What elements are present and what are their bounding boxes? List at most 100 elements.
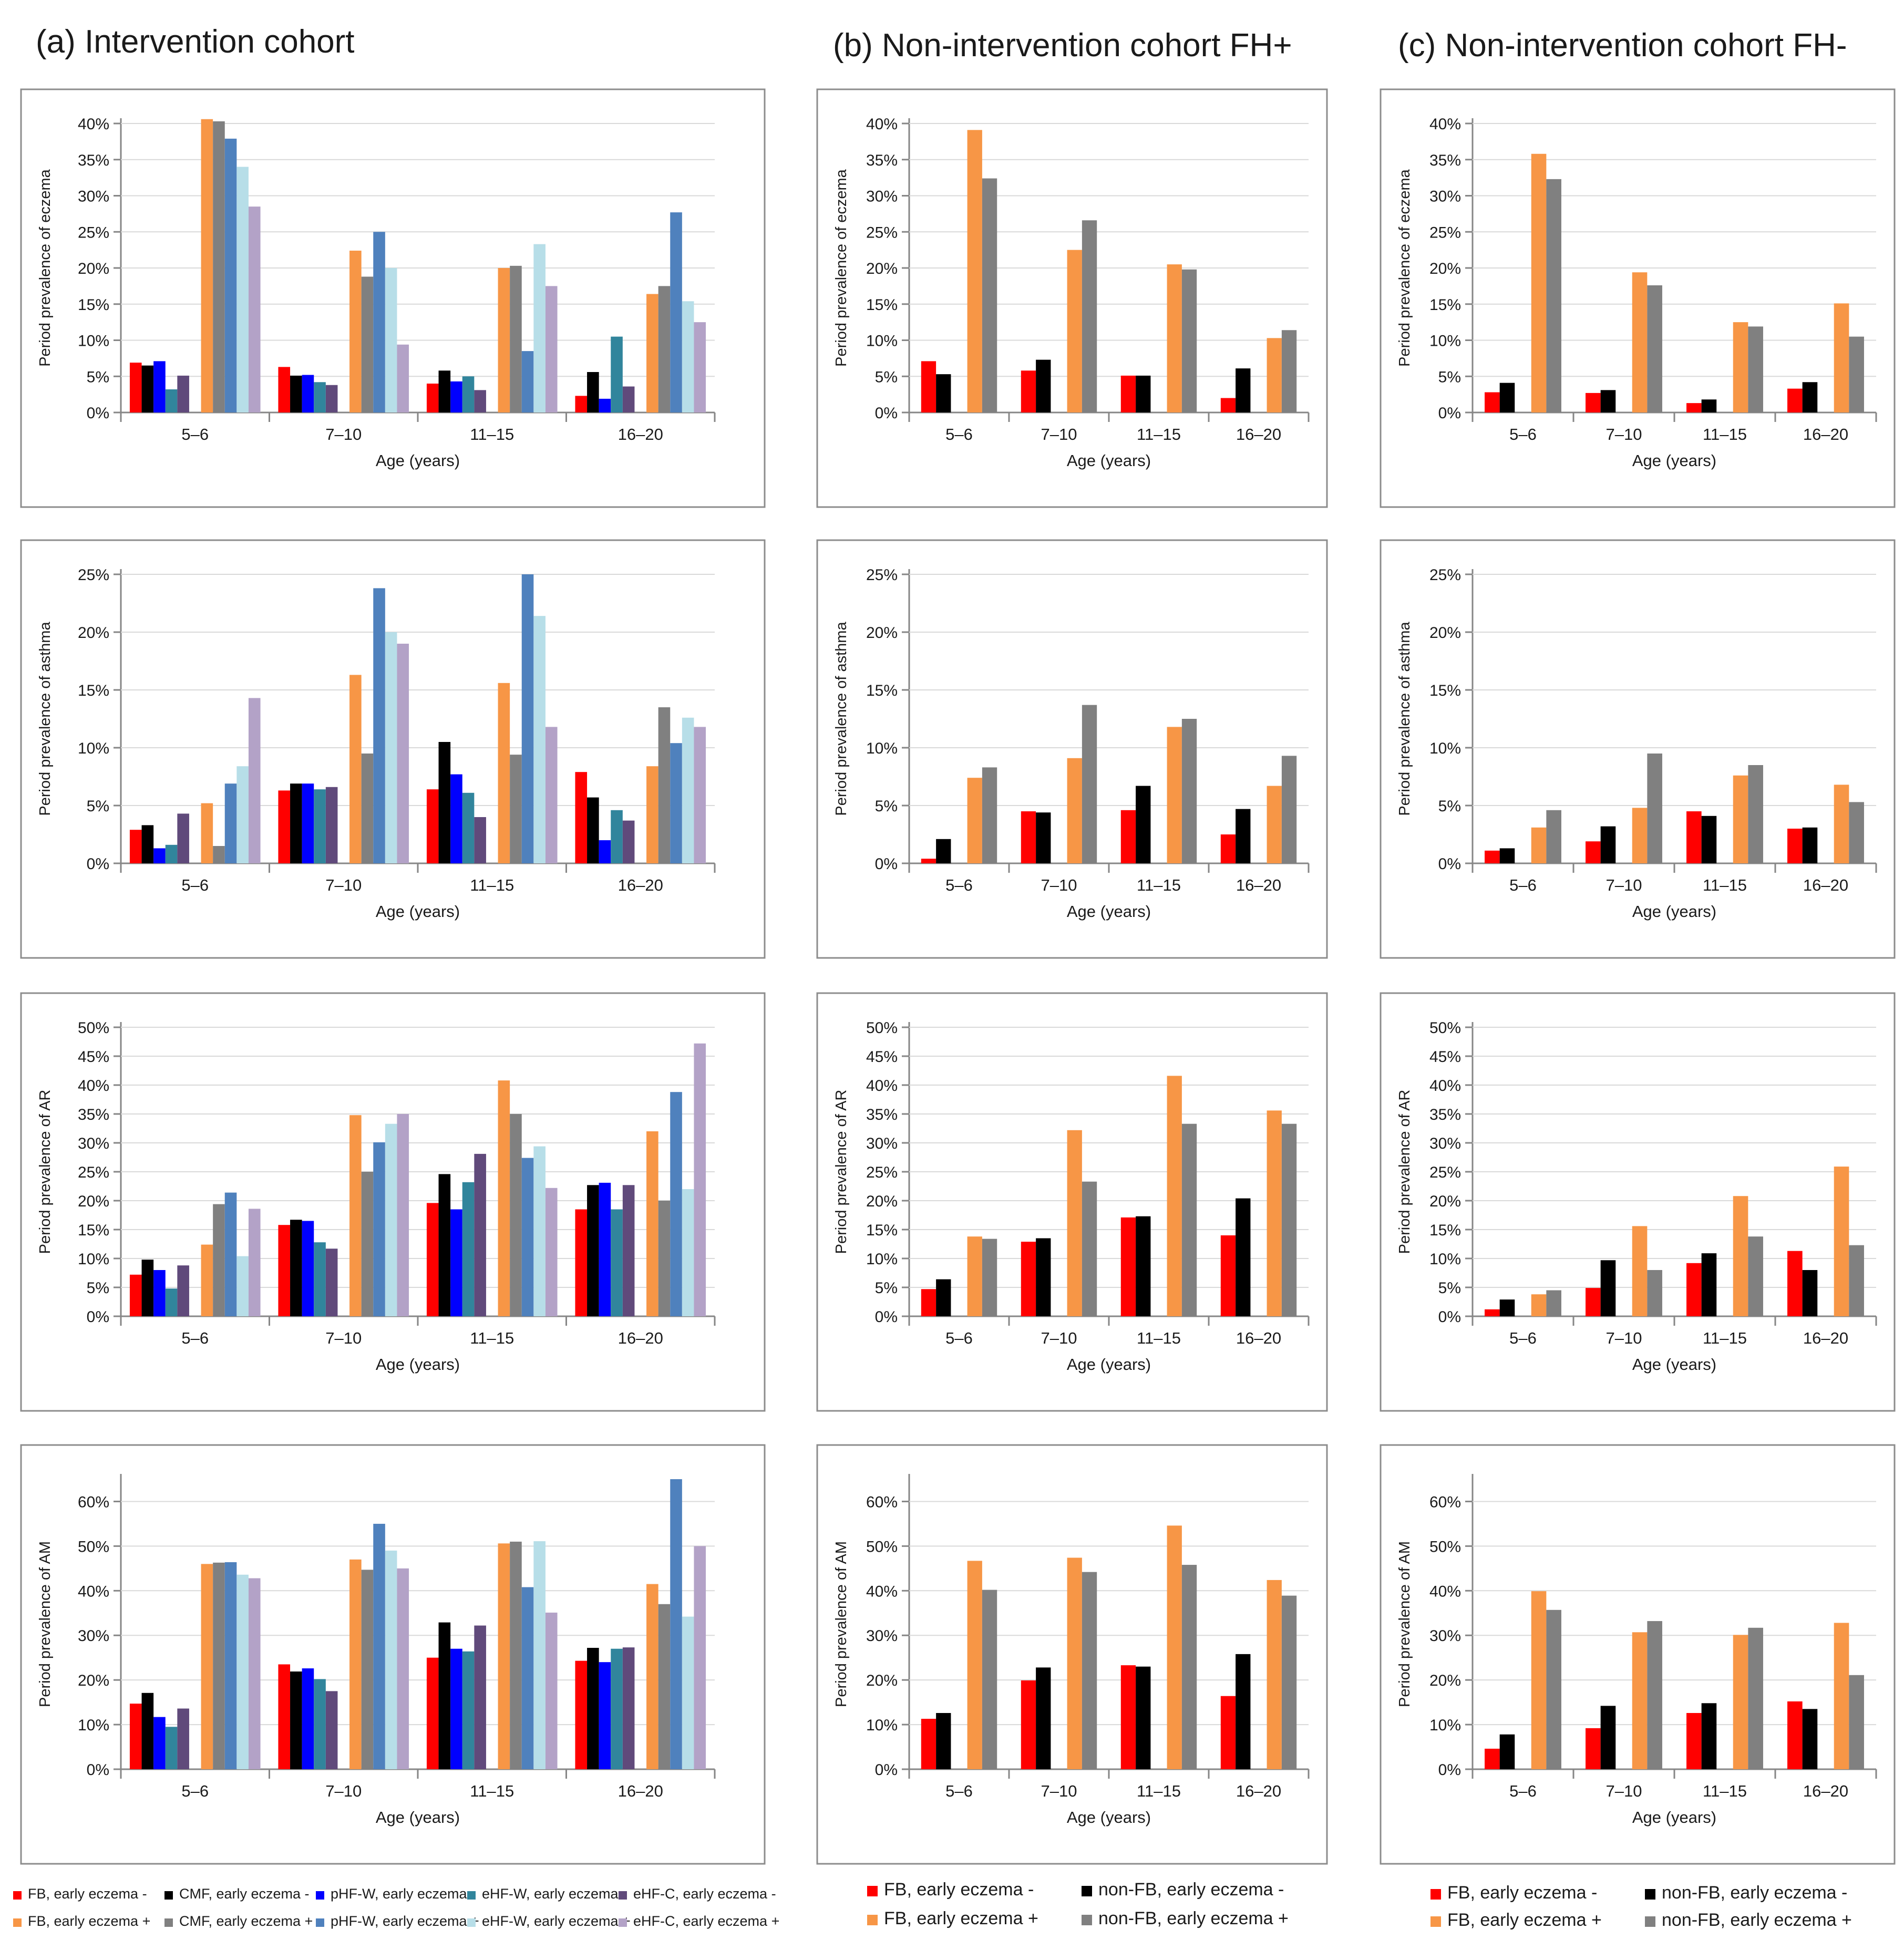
y-tick-label: 5% xyxy=(1438,368,1461,386)
bar xyxy=(1236,1654,1251,1769)
bar xyxy=(1136,375,1151,412)
bar xyxy=(1236,1198,1251,1316)
legend-swatch xyxy=(1645,1889,1655,1900)
bar xyxy=(1787,388,1803,412)
bar xyxy=(670,212,682,412)
bar xyxy=(1787,829,1803,863)
bar xyxy=(302,375,314,412)
bar xyxy=(361,1172,374,1316)
bar xyxy=(1220,398,1236,412)
bar xyxy=(450,1209,462,1316)
y-tick-label: 5% xyxy=(87,1279,109,1297)
bar xyxy=(1485,850,1500,863)
x-tick-label: 7–10 xyxy=(1041,876,1077,894)
bar xyxy=(213,846,225,863)
y-tick-label: 20% xyxy=(78,1672,109,1689)
bar xyxy=(201,1244,213,1316)
bar xyxy=(658,286,671,412)
y-axis-label: Period prevalence of asthma xyxy=(37,622,54,816)
y-tick-label: 45% xyxy=(78,1048,109,1066)
y-tick-label: 20% xyxy=(1429,624,1461,642)
bar xyxy=(141,825,154,863)
legend-swatch xyxy=(867,1886,878,1896)
bar xyxy=(1787,1701,1803,1769)
bar xyxy=(438,1622,451,1769)
bar xyxy=(248,207,261,412)
bar xyxy=(1181,719,1197,863)
chart-panel-intervention-asthma: 0% 5% 10% 15% 20% 25% 5–6 7–10 11–15 16–20 Age (ye… xyxy=(20,539,766,959)
y-tick-label: 40% xyxy=(866,116,898,133)
bar xyxy=(1167,1525,1182,1769)
x-tick-label: 5–6 xyxy=(1509,876,1537,894)
legend-swatch xyxy=(13,1918,22,1927)
bar xyxy=(498,683,510,863)
y-tick-label: 15% xyxy=(866,682,898,699)
y-tick-label: 10% xyxy=(78,333,109,350)
bar xyxy=(1586,841,1601,863)
y-tick-label: 25% xyxy=(866,566,898,584)
bar xyxy=(533,1146,546,1316)
bar xyxy=(498,268,510,412)
bar xyxy=(587,1648,599,1769)
y-tick-label: 5% xyxy=(87,798,109,815)
bar xyxy=(361,1570,374,1769)
bar xyxy=(498,1543,510,1769)
bar xyxy=(1082,705,1097,863)
bar xyxy=(1546,1609,1561,1769)
bar xyxy=(599,840,611,863)
bar xyxy=(1686,403,1702,412)
bar xyxy=(385,268,397,412)
bar xyxy=(1267,786,1282,863)
bar xyxy=(1686,1712,1702,1769)
y-tick-label: 20% xyxy=(866,1672,898,1689)
bar xyxy=(1036,1667,1051,1769)
y-tick-label: 25% xyxy=(78,566,109,584)
bar xyxy=(177,1265,189,1316)
y-tick-label: 15% xyxy=(1429,1222,1461,1239)
bar xyxy=(921,1289,936,1316)
y-tick-label: 60% xyxy=(78,1493,109,1511)
bar xyxy=(982,1590,997,1769)
bar xyxy=(462,1651,475,1769)
bar xyxy=(1546,810,1561,863)
bar xyxy=(646,1131,658,1316)
y-tick-label: 30% xyxy=(866,1135,898,1152)
bar xyxy=(1281,330,1297,412)
bar xyxy=(361,754,374,863)
bar xyxy=(1647,1270,1662,1316)
legend-swatch xyxy=(1645,1916,1655,1927)
bar xyxy=(1701,399,1717,412)
bar xyxy=(1834,785,1849,863)
y-tick-label: 40% xyxy=(1429,1583,1461,1600)
bar xyxy=(236,1256,249,1316)
bar xyxy=(165,389,178,412)
bar xyxy=(1036,1238,1051,1316)
bar xyxy=(1632,272,1648,412)
bar xyxy=(1485,392,1500,412)
panel-frame xyxy=(1380,539,1896,959)
bar xyxy=(236,766,249,863)
bar xyxy=(1586,1288,1601,1316)
bar xyxy=(1531,827,1547,863)
y-tick-label: 50% xyxy=(1429,1019,1461,1037)
bar xyxy=(982,178,997,412)
bar xyxy=(1167,264,1182,412)
bar xyxy=(1849,336,1864,412)
bar xyxy=(611,336,623,412)
bar xyxy=(670,1479,682,1769)
bar xyxy=(533,616,546,863)
bar xyxy=(1267,1580,1282,1769)
y-tick-label: 40% xyxy=(1429,116,1461,133)
chart-panel-fhminus-asthma: 0% 5% 10% 15% 20% 25% 5–6 7–10 11–15 16–20 Age (ye… xyxy=(1380,539,1896,959)
bar xyxy=(1499,383,1515,412)
bar xyxy=(236,167,249,412)
x-tick-label: 11–15 xyxy=(1137,876,1181,894)
y-tick-label: 20% xyxy=(78,1193,109,1210)
bar xyxy=(611,810,623,863)
legend-label: non-FB, early eczema + xyxy=(1662,1910,1852,1930)
bar xyxy=(498,1080,510,1316)
bar xyxy=(1632,1226,1648,1316)
bar xyxy=(575,1660,588,1769)
y-tick-label: 0% xyxy=(87,855,109,873)
